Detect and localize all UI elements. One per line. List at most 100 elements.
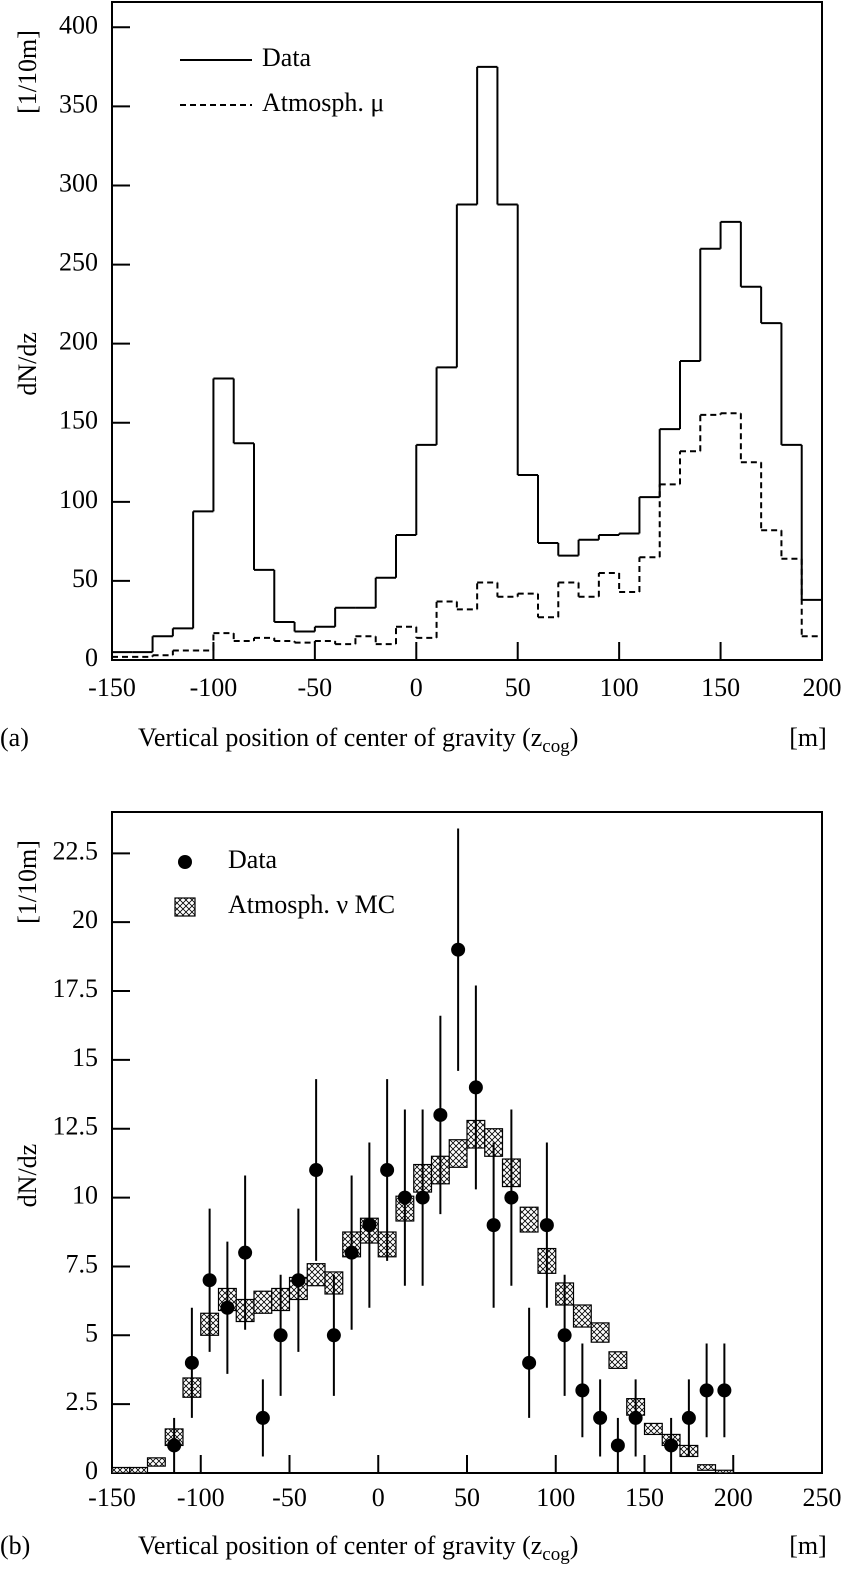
y-tick-label: 0 [85, 643, 98, 672]
x-tick-label: 250 [803, 1483, 842, 1512]
data-point [167, 1438, 182, 1453]
mc-box [146, 1457, 166, 1467]
data-point [575, 1383, 590, 1398]
x-axis-label-sub: cog [542, 736, 570, 757]
data-point [522, 1355, 537, 1370]
y-tick-label: 20 [72, 905, 98, 934]
mc-box [643, 1422, 663, 1436]
y-axis-label: dN/dz [13, 332, 42, 396]
data-point [255, 1410, 270, 1425]
data-point [344, 1245, 359, 1260]
x-tick-label: 200 [714, 1483, 753, 1512]
data-point [220, 1300, 235, 1315]
panel-label: (b) [0, 1531, 30, 1560]
x-axis-label: Vertical position of center of gravity (… [138, 1531, 578, 1565]
mc-box [448, 1139, 468, 1168]
y-tick-label: 7.5 [66, 1249, 99, 1278]
data-point [326, 1328, 341, 1343]
y-tick-label: 250 [59, 248, 98, 277]
data-point [451, 942, 466, 957]
panel-label: (a) [0, 723, 29, 752]
data-point [184, 1355, 199, 1370]
y-tick-label: 15 [72, 1043, 98, 1072]
x-axis-label-main: Vertical position of center of gravity (… [138, 723, 542, 752]
y-tick-label: 5 [85, 1318, 98, 1347]
data-point [238, 1245, 253, 1260]
x-axis-unit: [m] [789, 723, 827, 752]
mc-box [306, 1263, 326, 1287]
data-point [664, 1438, 679, 1453]
x-tick-label: 100 [600, 673, 639, 702]
y-tick-label: 350 [59, 89, 98, 118]
x-axis-unit: [m] [789, 1531, 827, 1560]
mc-box [590, 1322, 610, 1343]
y-tick-label: 200 [59, 327, 98, 356]
y-tick-label: 300 [59, 168, 98, 197]
mc-box [572, 1304, 592, 1328]
y-axis-label: dN/dz [13, 1144, 42, 1208]
data-point [415, 1190, 430, 1205]
y-tick-label: 10 [72, 1181, 98, 1210]
x-tick-label: -50 [272, 1483, 307, 1512]
data-point [273, 1328, 288, 1343]
y-tick-label: 150 [59, 406, 98, 435]
x-tick-label: 150 [701, 673, 740, 702]
data-point [486, 1218, 501, 1233]
x-tick-label: 0 [372, 1483, 385, 1512]
legend-label: Atmosph. μ [262, 88, 384, 117]
data-point [557, 1328, 572, 1343]
y-tick-label: 22.5 [53, 836, 99, 865]
x-tick-label: 200 [803, 673, 842, 702]
y-tick-label: 2.5 [66, 1387, 99, 1416]
x-tick-label: -150 [88, 673, 136, 702]
data-point [717, 1383, 732, 1398]
mc-box [129, 1466, 149, 1474]
data-point [628, 1410, 643, 1425]
data-point [610, 1438, 625, 1453]
y-tick-label: 12.5 [53, 1112, 99, 1141]
mc-box [111, 1466, 131, 1474]
y-tick-label: 0 [85, 1456, 98, 1485]
data-point [291, 1273, 306, 1288]
data-point [433, 1107, 448, 1122]
mc-box [714, 1469, 734, 1474]
y-axis-unit: [1/10m] [13, 840, 42, 924]
legend-label: Data [228, 845, 278, 874]
x-axis-label-sub: cog [542, 1544, 570, 1565]
data-point [397, 1190, 412, 1205]
legend-marker [178, 855, 192, 869]
y-axis-unit: [1/10m] [13, 30, 42, 114]
mc-box [697, 1464, 717, 1471]
x-tick-label: 50 [505, 673, 531, 702]
x-tick-label: 150 [625, 1483, 664, 1512]
data-point [699, 1383, 714, 1398]
data-point [202, 1273, 217, 1288]
x-tick-label: -100 [190, 673, 238, 702]
x-axis-label-end: ) [570, 723, 579, 752]
data-point [681, 1410, 696, 1425]
plot-frame [111, 1, 823, 661]
x-axis-label-end: ) [570, 1531, 579, 1560]
data-point [362, 1218, 377, 1233]
legend-label: Data [262, 43, 312, 72]
y-tick-label: 100 [59, 485, 98, 514]
x-tick-label: -50 [298, 673, 333, 702]
y-tick-label: 17.5 [53, 974, 99, 1003]
mc-box [608, 1351, 628, 1369]
y-tick-label: 400 [59, 10, 98, 39]
data-point [593, 1410, 608, 1425]
data-point [468, 1080, 483, 1095]
data-point [380, 1163, 395, 1178]
x-axis-label-main: Vertical position of center of gravity (… [138, 1531, 542, 1560]
data-point [504, 1190, 519, 1205]
mc-box [519, 1206, 539, 1233]
mc-box [253, 1290, 273, 1314]
x-tick-label: -150 [88, 1483, 136, 1512]
legend-label: Atmosph. ν MC [228, 890, 395, 919]
x-tick-label: -100 [177, 1483, 225, 1512]
data-point [309, 1163, 324, 1178]
x-tick-label: 50 [454, 1483, 480, 1512]
x-axis-label: Vertical position of center of gravity (… [138, 723, 578, 757]
data-point [539, 1218, 554, 1233]
